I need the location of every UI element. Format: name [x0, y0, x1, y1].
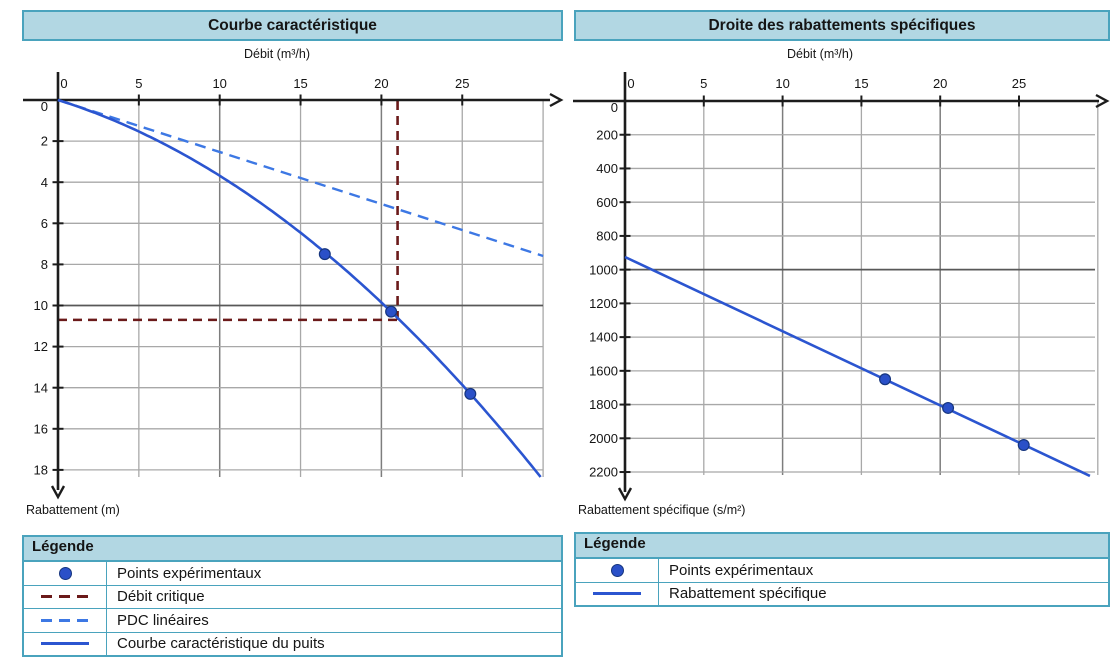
critical-flow-lines [58, 101, 399, 322]
tick-labels: 0 5 10 15 20 25 0 200 400 600 800 1000 1200 1400 1600 1… [589, 76, 1026, 480]
svg-text:20: 20 [374, 76, 388, 91]
svg-text:15: 15 [293, 76, 307, 91]
linear-losses-line [57, 98, 544, 258]
data-point [942, 401, 955, 414]
svg-text:6: 6 [41, 216, 48, 231]
svg-text:2200: 2200 [589, 465, 618, 480]
x-axis-arrow-icon [549, 92, 564, 108]
data-point [464, 387, 477, 400]
tick-labels: 0 5 10 15 20 25 0 2 4 6 8 10 12 14 16 18 [34, 76, 470, 478]
legend-symbol-point-icon [24, 562, 107, 585]
right-legend-header: Légende [576, 534, 1108, 559]
legend-symbol-solid-blue-icon [576, 582, 659, 605]
legend-symbol-glyph [610, 563, 624, 577]
left-legend-table: Légende Points expérimentaux Débit critiq… [22, 535, 563, 657]
right-chart-title: Droite des rabattements spécifiques [574, 10, 1110, 41]
legend-symbol-dash-darkred-icon [24, 585, 107, 608]
legend-label: PDC linéaires [117, 611, 209, 629]
left-chart-title: Courbe caractéristique [22, 10, 563, 41]
svg-text:1600: 1600 [589, 363, 618, 378]
legend-row: Points expérimentaux [576, 559, 1108, 583]
right-yaxis-label: Rabattement spécifique (s/m²) [578, 503, 746, 517]
legend-label: Points expérimentaux [117, 564, 262, 582]
legend-row: Rabattement spécifique [576, 582, 1108, 605]
svg-text:10: 10 [775, 76, 789, 91]
data-point [879, 373, 892, 386]
legend-row: Points expérimentaux [24, 562, 561, 586]
svg-text:0: 0 [627, 76, 634, 91]
right-legend-table: Légende Points expérimentaux Rabattement … [574, 532, 1110, 607]
legend-label: Débit critique [117, 588, 205, 606]
data-point [318, 248, 331, 261]
right-legend-rows: Points expérimentaux Rabattement spécifiq… [576, 559, 1108, 605]
well-characteristic-curve [57, 98, 542, 478]
right-chart-plot: 0 5 10 15 20 25 0 200 400 600 800 1000 1200 1400 1600 1… [573, 72, 1110, 502]
legend-symbol-glyph [58, 566, 72, 580]
svg-text:600: 600 [596, 195, 618, 210]
specific-drawdown-line [624, 255, 1091, 478]
left-legend-header: Légende [24, 537, 561, 562]
left-xaxis-label: Débit (m³/h) [244, 47, 310, 61]
svg-text:2000: 2000 [589, 431, 618, 446]
svg-text:15: 15 [854, 76, 868, 91]
svg-text:25: 25 [455, 76, 469, 91]
svg-text:5: 5 [700, 76, 707, 91]
y-axis-arrow-icon [617, 487, 633, 502]
x-axis-arrow-icon [1095, 93, 1110, 109]
svg-text:1000: 1000 [589, 262, 618, 277]
legend-symbol-dash-blue-icon [24, 609, 107, 632]
experimental-points [879, 373, 1030, 452]
right-xaxis-label: Débit (m³/h) [787, 47, 853, 61]
axes [573, 72, 1110, 502]
svg-text:1400: 1400 [589, 330, 618, 345]
legend-label: Courbe caractéristique du puits [117, 635, 325, 653]
svg-text:25: 25 [1012, 76, 1026, 91]
svg-text:0: 0 [611, 100, 618, 115]
legend-symbol-glyph [41, 642, 89, 646]
svg-text:12: 12 [34, 339, 48, 354]
experimental-points [318, 248, 477, 400]
svg-text:0: 0 [60, 76, 67, 91]
svg-text:400: 400 [596, 161, 618, 176]
legend-row: Courbe caractéristique du puits [24, 632, 561, 655]
svg-text:18: 18 [34, 463, 48, 478]
legend-symbol-point-icon [576, 559, 659, 582]
svg-text:8: 8 [41, 257, 48, 272]
legend-symbol-glyph [41, 618, 89, 622]
svg-text:14: 14 [34, 380, 48, 395]
left-chart-plot: 0 5 10 15 20 25 0 2 4 6 8 10 12 14 16 18 [23, 72, 564, 500]
svg-text:2: 2 [41, 134, 48, 149]
svg-text:1200: 1200 [589, 296, 618, 311]
svg-text:10: 10 [34, 298, 48, 313]
axes [23, 72, 564, 500]
data-point [385, 305, 398, 318]
left-yaxis-label: Rabattement (m) [26, 503, 120, 517]
svg-text:16: 16 [34, 421, 48, 436]
gridlines [58, 100, 544, 477]
legend-symbol-glyph [41, 595, 89, 599]
svg-text:20: 20 [933, 76, 947, 91]
svg-text:4: 4 [41, 175, 48, 190]
gridlines [625, 101, 1099, 475]
legend-row: PDC linéaires [24, 609, 561, 633]
y-axis-arrow-icon [50, 485, 66, 500]
svg-text:0: 0 [41, 99, 48, 114]
svg-text:5: 5 [135, 76, 142, 91]
legend-symbol-glyph [593, 592, 641, 596]
legend-symbol-solid-blue-icon [24, 632, 107, 655]
data-point [1017, 439, 1030, 452]
svg-text:200: 200 [596, 127, 618, 142]
svg-text:1800: 1800 [589, 397, 618, 412]
legend-label: Points expérimentaux [669, 561, 814, 579]
legend-label: Rabattement spécifique [669, 585, 827, 603]
svg-text:10: 10 [212, 76, 226, 91]
svg-text:800: 800 [596, 229, 618, 244]
left-legend-rows: Points expérimentaux Débit critique PDC li… [24, 562, 561, 655]
legend-row: Débit critique [24, 585, 561, 609]
